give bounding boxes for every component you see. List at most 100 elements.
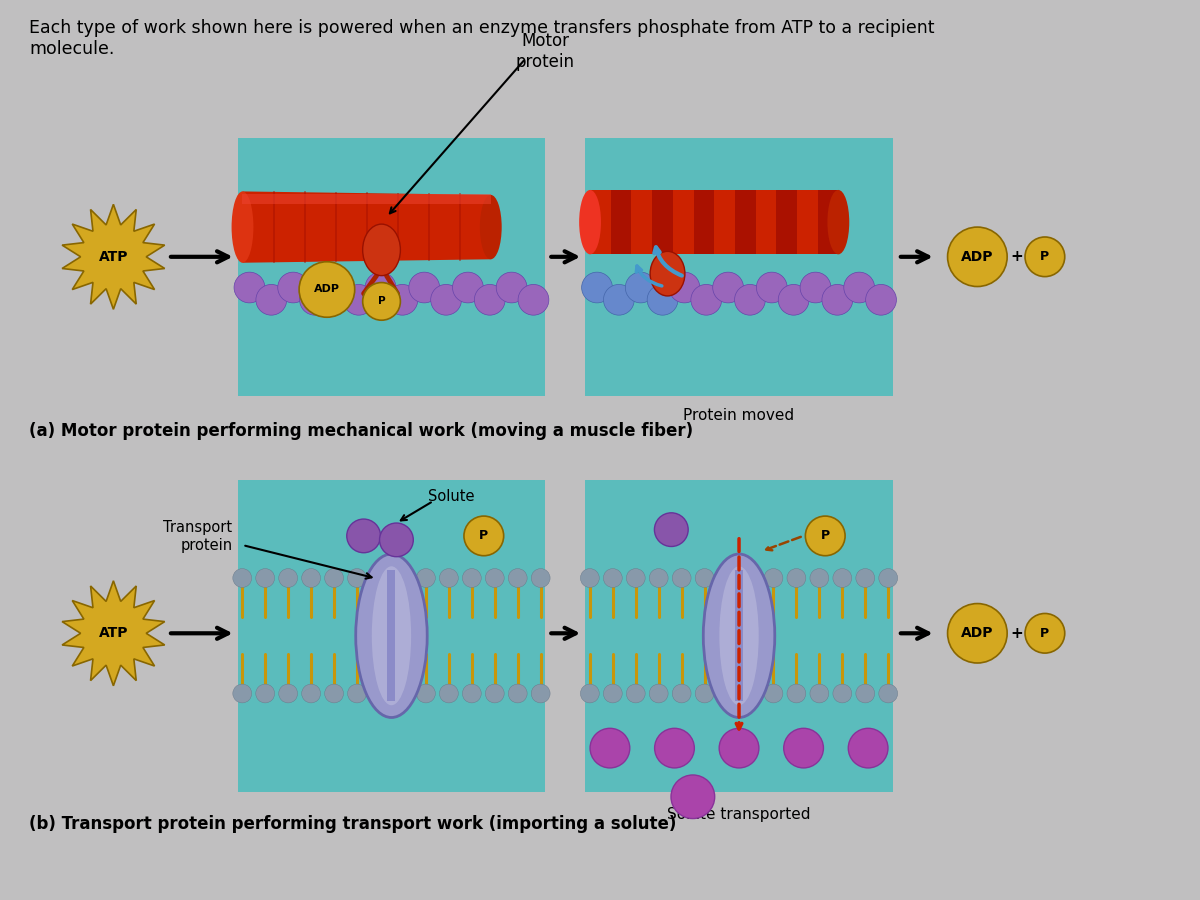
FancyBboxPatch shape [673, 190, 694, 255]
Circle shape [348, 684, 366, 703]
Circle shape [718, 684, 737, 703]
Circle shape [394, 684, 413, 703]
FancyBboxPatch shape [694, 190, 714, 255]
Circle shape [590, 728, 630, 768]
Circle shape [278, 569, 298, 588]
Circle shape [256, 684, 275, 703]
Text: Motor
protein: Motor protein [516, 32, 575, 71]
Polygon shape [62, 204, 164, 310]
Text: P: P [1040, 626, 1050, 640]
Circle shape [416, 684, 436, 703]
Circle shape [691, 284, 721, 315]
FancyBboxPatch shape [797, 190, 817, 255]
Circle shape [409, 272, 439, 303]
Circle shape [948, 227, 1007, 286]
Ellipse shape [828, 190, 850, 255]
FancyBboxPatch shape [736, 571, 743, 701]
Circle shape [948, 604, 1007, 663]
Text: (a) Motor protein performing mechanical work (moving a muscle fiber): (a) Motor protein performing mechanical … [29, 422, 694, 440]
Circle shape [300, 284, 330, 315]
Circle shape [672, 684, 691, 703]
Circle shape [647, 284, 678, 315]
Circle shape [582, 272, 612, 303]
Circle shape [695, 569, 714, 588]
Circle shape [256, 284, 287, 315]
Circle shape [805, 516, 845, 555]
Circle shape [604, 284, 635, 315]
Circle shape [810, 684, 829, 703]
Circle shape [301, 684, 320, 703]
FancyBboxPatch shape [756, 190, 776, 255]
Text: ADP: ADP [314, 284, 340, 294]
Circle shape [322, 272, 353, 303]
Circle shape [386, 284, 418, 315]
Circle shape [672, 569, 691, 588]
Circle shape [325, 569, 343, 588]
Circle shape [695, 684, 714, 703]
Circle shape [822, 284, 853, 315]
Circle shape [362, 283, 401, 320]
Circle shape [764, 569, 782, 588]
Circle shape [439, 684, 458, 703]
Circle shape [742, 684, 760, 703]
Circle shape [343, 284, 374, 315]
Circle shape [649, 684, 668, 703]
Circle shape [764, 684, 782, 703]
FancyBboxPatch shape [817, 190, 839, 255]
Circle shape [742, 569, 760, 588]
Text: P: P [479, 529, 488, 543]
Text: ADP: ADP [961, 626, 994, 640]
Circle shape [518, 284, 548, 315]
Circle shape [844, 272, 875, 303]
Circle shape [810, 569, 829, 588]
Circle shape [779, 284, 809, 315]
Circle shape [497, 272, 527, 303]
Circle shape [301, 569, 320, 588]
Circle shape [431, 284, 462, 315]
Circle shape [233, 569, 252, 588]
Ellipse shape [232, 192, 253, 263]
Text: (b) Transport protein performing transport work (importing a solute): (b) Transport protein performing transpo… [29, 814, 677, 832]
Circle shape [856, 684, 875, 703]
Text: Transport
protein: Transport protein [163, 520, 233, 553]
FancyBboxPatch shape [652, 190, 673, 255]
Circle shape [532, 569, 550, 588]
Circle shape [371, 684, 390, 703]
Ellipse shape [362, 224, 401, 275]
Polygon shape [242, 192, 491, 263]
FancyBboxPatch shape [714, 190, 734, 255]
FancyBboxPatch shape [238, 480, 545, 792]
Text: +: + [1010, 626, 1024, 641]
Circle shape [856, 569, 875, 588]
Ellipse shape [650, 251, 685, 296]
Ellipse shape [355, 554, 427, 717]
Text: Protein moved: Protein moved [684, 409, 794, 423]
Circle shape [452, 272, 484, 303]
Circle shape [278, 684, 298, 703]
Circle shape [416, 569, 436, 588]
Circle shape [462, 569, 481, 588]
Circle shape [464, 516, 504, 555]
Ellipse shape [372, 566, 412, 706]
Text: Each type of work shown here is powered when an enzyme transfers phosphate from : Each type of work shown here is powered … [29, 19, 935, 58]
Circle shape [800, 272, 830, 303]
Circle shape [485, 569, 504, 588]
Circle shape [878, 569, 898, 588]
Circle shape [1025, 614, 1064, 653]
Circle shape [233, 684, 252, 703]
Circle shape [379, 523, 413, 557]
Circle shape [509, 569, 527, 588]
Text: Solute: Solute [428, 489, 475, 504]
Circle shape [671, 775, 715, 819]
Text: ATP: ATP [98, 250, 128, 264]
Circle shape [654, 513, 688, 546]
Circle shape [649, 569, 668, 588]
Circle shape [256, 569, 275, 588]
FancyBboxPatch shape [611, 190, 631, 255]
Polygon shape [62, 580, 164, 686]
Circle shape [734, 284, 766, 315]
Ellipse shape [580, 190, 601, 255]
Circle shape [833, 684, 852, 703]
Circle shape [713, 272, 744, 303]
Text: +: + [1010, 249, 1024, 265]
